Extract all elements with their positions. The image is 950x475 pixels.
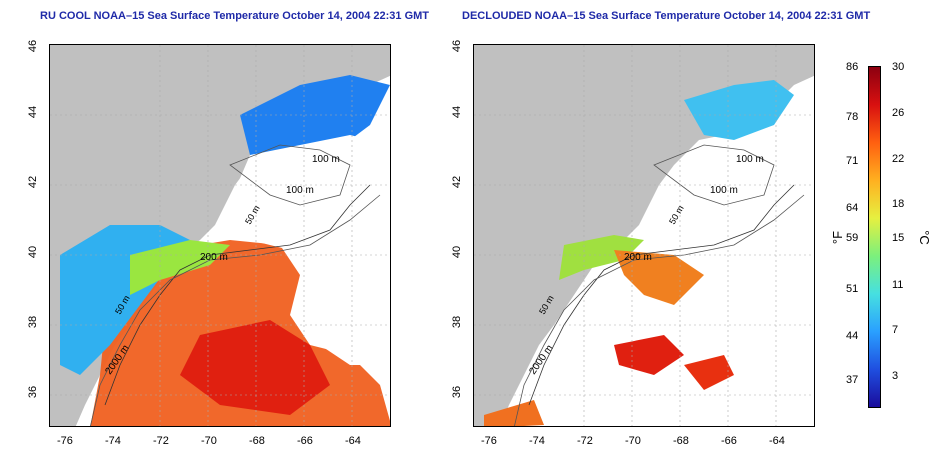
bathy-contour: [653, 144, 775, 206]
celsius-tick: 22: [892, 153, 905, 165]
x-tick: -76: [57, 435, 73, 447]
celsius-tick: 30: [892, 61, 905, 73]
warm-water: [484, 400, 544, 426]
y-tick: 36: [451, 385, 464, 399]
temperature-colorbar: [868, 66, 881, 408]
x-tick: -68: [673, 435, 689, 447]
celsius-tick: 15: [892, 232, 905, 244]
y-tick: 42: [451, 175, 464, 189]
map-panel-raw: 100 m 100 m 50 m 200 m 50 m 2000 m: [49, 44, 391, 427]
land-mass: [474, 45, 814, 426]
gulf-maine: [684, 80, 794, 140]
fahrenheit-tick: 44: [846, 330, 859, 342]
fahrenheit-tick: 71: [846, 155, 859, 167]
depth-label: 50 m: [667, 204, 686, 226]
fahrenheit-tick: 86: [846, 61, 859, 73]
x-tick: -76: [481, 435, 497, 447]
fahrenheit-unit: °F: [830, 230, 846, 245]
green-band: [559, 235, 644, 280]
sst-map-raw: 100 m 100 m 50 m 200 m 50 m 2000 m: [50, 45, 390, 426]
x-tick: -72: [577, 435, 593, 447]
depth-label: 100 m: [710, 185, 738, 196]
celsius-tick: 11: [892, 279, 904, 291]
x-tick: -74: [529, 435, 545, 447]
fahrenheit-tick: 78: [846, 111, 859, 123]
y-tick: 42: [27, 175, 40, 189]
fahrenheit-tick: 51: [846, 283, 859, 295]
depth-label: 100 m: [286, 185, 314, 196]
hot-core: [180, 320, 330, 415]
x-tick: -66: [297, 435, 313, 447]
y-tick: 44: [451, 105, 464, 119]
hot-core: [614, 335, 684, 375]
x-tick: -66: [721, 435, 737, 447]
celsius-unit: °C: [916, 230, 932, 245]
land-mass: [50, 45, 390, 426]
depth-label: 200 m: [624, 252, 652, 263]
celsius-tick: 26: [892, 107, 905, 119]
x-tick: -70: [625, 435, 641, 447]
celsius-tick: 18: [892, 198, 905, 210]
gulf-maine: [240, 75, 390, 165]
cloud-region: [220, 135, 390, 365]
y-tick: 38: [451, 315, 464, 329]
fahrenheit-tick: 64: [846, 202, 859, 214]
green-band: [130, 240, 230, 295]
x-tick: -64: [769, 435, 785, 447]
celsius-tick: 3: [892, 370, 899, 382]
x-tick: -74: [105, 435, 121, 447]
depth-label: 100 m: [736, 154, 764, 165]
y-tick: 40: [451, 245, 464, 259]
x-tick: -70: [201, 435, 217, 447]
depth-label: 200 m: [200, 252, 228, 263]
sst-map-declouded: 100 m 100 m 50 m 200 m 50 m 2000 m: [474, 45, 814, 426]
bathy-contour: [90, 194, 381, 426]
y-tick: 36: [27, 385, 40, 399]
map-title-raw: RU COOL NOAA–15 Sea Surface Temperature …: [40, 10, 430, 22]
fahrenheit-tick: 37: [846, 374, 859, 386]
depth-label: 100 m: [312, 154, 340, 165]
y-tick: 38: [27, 315, 40, 329]
y-tick: 46: [451, 39, 464, 53]
x-tick: -72: [153, 435, 169, 447]
bathy-contour: [229, 144, 351, 206]
x-tick: -64: [345, 435, 361, 447]
y-tick: 46: [27, 39, 40, 53]
fahrenheit-tick: 59: [846, 232, 859, 244]
map-title-declouded: DECLOUDED NOAA–15 Sea Surface Temperatur…: [462, 10, 871, 22]
hot-core: [684, 355, 734, 390]
warm-water: [614, 250, 704, 305]
celsius-tick: 7: [892, 324, 899, 336]
map-panel-declouded: 100 m 100 m 50 m 200 m 50 m 2000 m: [473, 44, 815, 427]
x-tick: -68: [249, 435, 265, 447]
y-tick: 40: [27, 245, 40, 259]
bathy-contour: [514, 194, 805, 426]
y-tick: 44: [27, 105, 40, 119]
